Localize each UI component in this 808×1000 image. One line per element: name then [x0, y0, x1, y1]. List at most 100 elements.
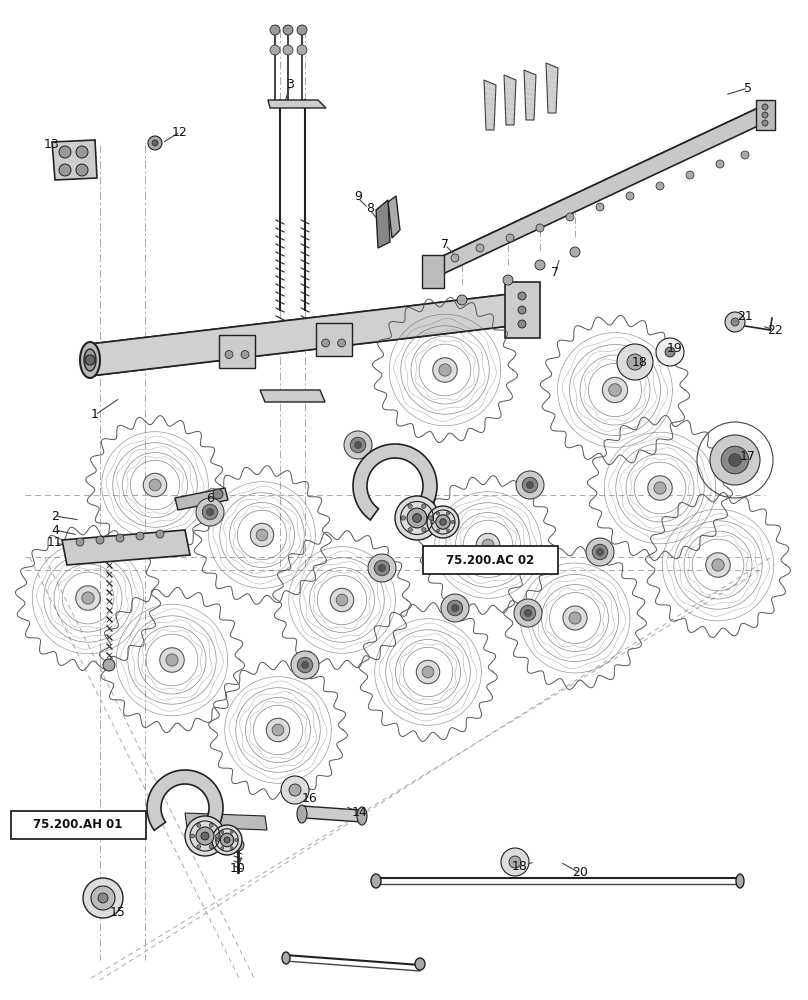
- Circle shape: [452, 604, 458, 611]
- Circle shape: [656, 338, 684, 366]
- Circle shape: [378, 564, 385, 572]
- Circle shape: [665, 347, 675, 357]
- Text: 10: 10: [230, 862, 246, 876]
- Circle shape: [656, 182, 664, 190]
- Circle shape: [457, 295, 467, 305]
- Circle shape: [518, 292, 526, 300]
- Circle shape: [103, 659, 115, 671]
- Circle shape: [59, 164, 71, 176]
- Polygon shape: [524, 70, 536, 120]
- Polygon shape: [376, 200, 390, 248]
- Polygon shape: [302, 806, 362, 822]
- Polygon shape: [546, 63, 558, 113]
- Circle shape: [524, 609, 532, 616]
- Circle shape: [422, 504, 426, 508]
- Polygon shape: [175, 488, 228, 510]
- Circle shape: [152, 140, 158, 146]
- Ellipse shape: [357, 807, 367, 825]
- Circle shape: [716, 160, 724, 168]
- Circle shape: [518, 306, 526, 314]
- Polygon shape: [504, 75, 516, 125]
- Circle shape: [705, 553, 730, 577]
- Circle shape: [712, 559, 724, 571]
- Circle shape: [408, 504, 412, 508]
- Ellipse shape: [371, 874, 381, 888]
- Circle shape: [160, 648, 184, 672]
- Polygon shape: [268, 100, 326, 108]
- Polygon shape: [90, 294, 510, 376]
- Circle shape: [232, 839, 244, 851]
- Circle shape: [344, 431, 372, 459]
- Ellipse shape: [736, 874, 744, 888]
- Circle shape: [569, 612, 581, 624]
- Circle shape: [448, 600, 463, 616]
- Circle shape: [570, 247, 580, 257]
- Text: 18: 18: [512, 859, 528, 872]
- Circle shape: [213, 489, 223, 499]
- Circle shape: [216, 834, 220, 838]
- Circle shape: [452, 520, 455, 524]
- Circle shape: [96, 536, 104, 544]
- Text: 3: 3: [286, 79, 294, 92]
- Circle shape: [476, 244, 484, 252]
- Text: 17: 17: [740, 450, 756, 462]
- Circle shape: [501, 848, 529, 876]
- Circle shape: [436, 512, 440, 515]
- Text: 20: 20: [572, 866, 588, 880]
- Circle shape: [482, 539, 494, 551]
- Circle shape: [235, 838, 238, 842]
- Circle shape: [520, 605, 536, 621]
- Text: 7: 7: [441, 238, 449, 251]
- Circle shape: [148, 136, 162, 150]
- Text: 1: 1: [91, 408, 99, 422]
- Circle shape: [407, 508, 427, 528]
- Circle shape: [648, 476, 672, 500]
- Ellipse shape: [80, 342, 100, 378]
- Circle shape: [627, 354, 643, 370]
- Polygon shape: [219, 334, 255, 367]
- Text: 6: 6: [206, 492, 214, 506]
- Circle shape: [722, 446, 749, 474]
- Circle shape: [330, 588, 354, 612]
- Circle shape: [527, 482, 533, 488]
- Circle shape: [428, 516, 433, 520]
- Circle shape: [270, 25, 280, 35]
- Circle shape: [731, 318, 739, 326]
- Circle shape: [416, 660, 440, 684]
- Ellipse shape: [297, 805, 307, 823]
- Text: 18: 18: [632, 356, 648, 368]
- Circle shape: [217, 838, 219, 842]
- Circle shape: [221, 830, 224, 833]
- Circle shape: [116, 534, 124, 542]
- Circle shape: [518, 320, 526, 328]
- Circle shape: [196, 498, 224, 526]
- Circle shape: [441, 594, 469, 622]
- Polygon shape: [62, 530, 190, 565]
- Circle shape: [191, 834, 195, 838]
- Circle shape: [433, 358, 457, 382]
- Circle shape: [201, 832, 209, 840]
- Circle shape: [322, 339, 330, 347]
- Polygon shape: [260, 390, 325, 402]
- Circle shape: [59, 146, 71, 158]
- Polygon shape: [422, 255, 444, 288]
- Circle shape: [272, 724, 284, 736]
- Circle shape: [83, 878, 123, 918]
- Polygon shape: [484, 80, 496, 130]
- Circle shape: [596, 548, 604, 556]
- Circle shape: [85, 355, 95, 365]
- Circle shape: [762, 112, 768, 118]
- Circle shape: [436, 529, 440, 532]
- Circle shape: [439, 364, 451, 376]
- Circle shape: [592, 544, 608, 560]
- Circle shape: [209, 823, 213, 827]
- Circle shape: [413, 514, 422, 522]
- Circle shape: [586, 538, 614, 566]
- Text: 19: 19: [667, 342, 683, 355]
- Circle shape: [503, 275, 513, 285]
- Circle shape: [230, 830, 234, 833]
- Circle shape: [436, 515, 450, 529]
- Circle shape: [351, 437, 366, 453]
- Circle shape: [401, 516, 406, 520]
- Circle shape: [136, 532, 144, 540]
